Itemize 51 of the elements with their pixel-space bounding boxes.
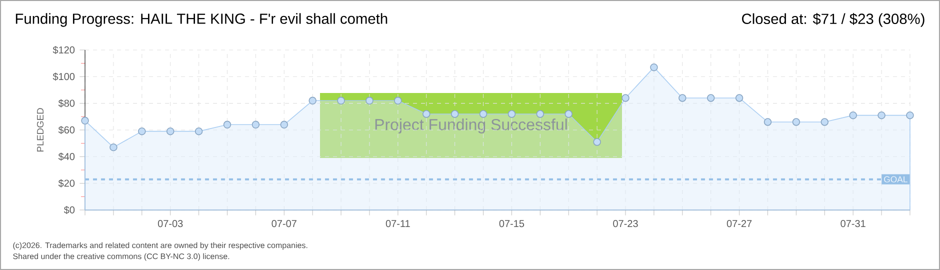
x-tick-label: 07-31 (840, 220, 866, 228)
point (394, 96, 402, 105)
ref-line-label: GOAL (884, 176, 908, 182)
point (906, 111, 914, 120)
point (194, 127, 203, 136)
x-tick-label: 07-27 (726, 220, 752, 228)
y-tick-label: $40 (58, 152, 75, 161)
y-tick-label: $20 (58, 179, 75, 188)
point (849, 111, 857, 120)
point (622, 94, 630, 102)
point (366, 96, 374, 105)
y-tick-label: $120 (52, 46, 75, 54)
chart-title: Funding Progress: HAIL THE KING - F'r evil shall cometh (16, 13, 388, 27)
point (450, 110, 459, 118)
point (564, 110, 572, 118)
point (820, 118, 829, 126)
point (593, 138, 601, 146)
point (252, 120, 260, 129)
point (764, 118, 772, 126)
chart-subtitle: Closed at: $71 / $23 (308%) (742, 13, 924, 27)
y-tick-label: $60 (58, 126, 75, 134)
point (508, 110, 516, 118)
point (337, 96, 345, 105)
point (308, 96, 316, 105)
annotation: Project Funding Successful (375, 118, 567, 134)
point (166, 127, 174, 136)
point (650, 63, 658, 72)
text: (c)2026. Trademarks and related content are owned by their respective companies. (13, 242, 308, 250)
point (678, 94, 686, 102)
point (280, 120, 288, 129)
x-tick-label: 07-23 (613, 220, 638, 228)
text: Shared under the creative commons (CC BY-NC 3.0) license. (13, 253, 230, 261)
x-tick-label: 07-11 (386, 220, 410, 228)
point (138, 127, 146, 136)
y-tick-label: $100 (52, 72, 75, 81)
point (223, 120, 232, 129)
point (878, 111, 886, 120)
point (81, 116, 89, 125)
point (422, 110, 430, 118)
x-tick-label: 07-03 (158, 220, 183, 228)
point (735, 94, 744, 102)
x-tick-label: 07-07 (272, 220, 296, 228)
point (706, 94, 715, 102)
x-tick-label: 07-15 (499, 220, 524, 228)
y-tick-label: $80 (58, 99, 75, 108)
point (479, 110, 488, 118)
point (536, 110, 544, 118)
point (792, 118, 800, 126)
y-tick-label: $0 (64, 206, 75, 214)
point (110, 143, 118, 152)
y-axis-title: PLEDGED (36, 108, 44, 152)
